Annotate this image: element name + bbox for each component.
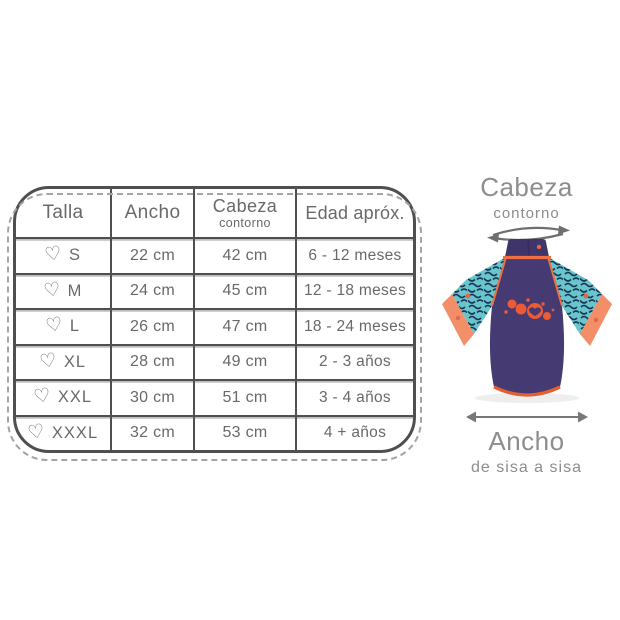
head-measure-label: Cabeza xyxy=(480,172,573,202)
size-label: M xyxy=(67,281,83,300)
cabeza-value: 53 cm xyxy=(193,416,295,450)
edad-value: 4 + años xyxy=(295,416,413,450)
size-label: XXL xyxy=(57,388,93,407)
edad-value: 6 - 12 meses xyxy=(295,239,413,273)
size-table: Talla Ancho Cabeza contorno Edad apróx. … xyxy=(13,186,416,453)
header-cabeza-main: Cabeza xyxy=(212,195,278,216)
header-ancho: Ancho xyxy=(110,189,193,237)
heart-icon: ♡ xyxy=(43,242,64,267)
size-cell: ♡ XXL xyxy=(16,381,110,415)
table-row: ♡ L 26 cm 47 cm 18 - 24 meses xyxy=(16,308,413,344)
swim-shirt-image xyxy=(441,239,612,403)
heart-icon: ♡ xyxy=(32,384,53,409)
head-measure-sublabel: contorno xyxy=(493,205,560,222)
table-row: ♡ XL 28 cm 49 cm 2 - 3 años xyxy=(16,343,413,380)
heart-icon: ♡ xyxy=(26,420,47,445)
table-row: ♡ S 22 cm 42 cm 6 - 12 meses xyxy=(16,237,413,273)
cabeza-value: 45 cm xyxy=(193,274,295,308)
ancho-value: 28 cm xyxy=(110,345,193,379)
heart-icon: ♡ xyxy=(38,349,59,374)
table-row: ♡ XXL 30 cm 51 cm 3 - 4 años xyxy=(16,379,413,415)
width-measure-label: Ancho xyxy=(488,426,565,456)
edad-value: 12 - 18 meses xyxy=(295,274,413,308)
product-diagram: Cabeza contorno xyxy=(433,0,620,620)
header-talla: Talla xyxy=(42,202,84,223)
size-cell: ♡ S xyxy=(16,239,110,273)
ancho-value: 26 cm xyxy=(110,310,193,344)
heart-icon: ♡ xyxy=(44,313,65,338)
size-label: L xyxy=(69,317,81,336)
size-cell: ♡ M xyxy=(16,275,110,309)
cabeza-value: 42 cm xyxy=(193,239,295,273)
ancho-value: 30 cm xyxy=(110,381,193,415)
cabeza-value: 47 cm xyxy=(193,310,295,344)
edad-value: 18 - 24 meses xyxy=(295,310,413,344)
size-cell: ♡ XXXL xyxy=(16,417,110,451)
width-measure-arrow-icon xyxy=(465,411,588,423)
header-edad: Edad apróx. xyxy=(295,189,413,237)
edad-value: 3 - 4 años xyxy=(295,381,413,415)
size-label: S xyxy=(69,246,82,265)
heart-icon: ♡ xyxy=(41,278,63,303)
ancho-value: 24 cm xyxy=(110,274,193,308)
table-row: ♡ XXXL 32 cm 53 cm 4 + años xyxy=(16,414,413,451)
width-measure-sublabel: de sisa a sisa xyxy=(471,459,582,476)
ancho-value: 32 cm xyxy=(110,416,193,450)
table-header-row: Talla Ancho Cabeza contorno Edad apróx. xyxy=(16,189,413,237)
table-row: ♡ M 24 cm 45 cm 12 - 18 meses xyxy=(16,272,413,309)
cabeza-value: 49 cm xyxy=(193,345,295,379)
header-cabeza: Cabeza contorno xyxy=(193,189,295,237)
cabeza-value: 51 cm xyxy=(193,381,295,415)
size-cell: ♡ XL xyxy=(16,346,110,380)
size-cell: ♡ L xyxy=(16,310,110,344)
size-label: XXXL xyxy=(51,423,99,442)
edad-value: 2 - 3 años xyxy=(295,345,413,379)
size-label: XL xyxy=(63,352,87,371)
ancho-value: 22 cm xyxy=(110,239,193,273)
header-cabeza-sub: contorno xyxy=(219,215,271,230)
